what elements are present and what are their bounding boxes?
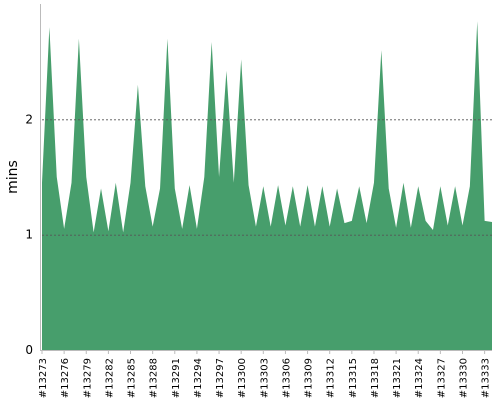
x-tick-labels: #13273 #13276 #13279 #13282 #13285 #13288 #132… bbox=[38, 350, 492, 398]
x-tick-label: #13279 bbox=[82, 358, 93, 398]
x-tick-label: #13312 bbox=[326, 358, 337, 398]
area-layer bbox=[42, 21, 492, 351]
x-tick-label: #13285 bbox=[127, 358, 138, 398]
area-series bbox=[42, 21, 492, 351]
x-tick-label: #13303 bbox=[259, 358, 270, 398]
x-tick-label: #13330 bbox=[459, 358, 470, 398]
x-tick-label: #13273 bbox=[38, 358, 49, 398]
x-tick-label: #13309 bbox=[304, 358, 315, 398]
x-tick-label: #13324 bbox=[414, 358, 425, 398]
x-tick-label: #13300 bbox=[237, 358, 248, 398]
y-tick-label: 0 bbox=[25, 343, 33, 357]
x-tick-label: #13315 bbox=[348, 358, 359, 398]
x-tick-label: #13291 bbox=[171, 358, 182, 398]
x-tick-label: #13333 bbox=[481, 358, 492, 398]
x-tick-label: #13318 bbox=[370, 358, 381, 398]
x-tick-label: #13306 bbox=[281, 358, 292, 398]
x-tick-label: #13294 bbox=[193, 358, 204, 398]
y-tick-label: 1 bbox=[25, 228, 33, 242]
y-tick-label: 2 bbox=[25, 112, 33, 126]
x-tick-label: #13321 bbox=[392, 358, 403, 398]
x-tick-label: #13297 bbox=[215, 358, 226, 398]
y-tick-labels: 0 1 2 bbox=[25, 112, 33, 357]
x-tick-label: #13276 bbox=[60, 358, 71, 398]
x-tick-label: #13282 bbox=[104, 358, 115, 398]
y-axis-label: mins bbox=[5, 160, 21, 194]
x-tick-label: #13288 bbox=[149, 358, 160, 398]
grid-layer bbox=[42, 119, 492, 236]
axes-layer bbox=[40, 4, 492, 351]
x-tick-label: #13327 bbox=[436, 358, 447, 398]
